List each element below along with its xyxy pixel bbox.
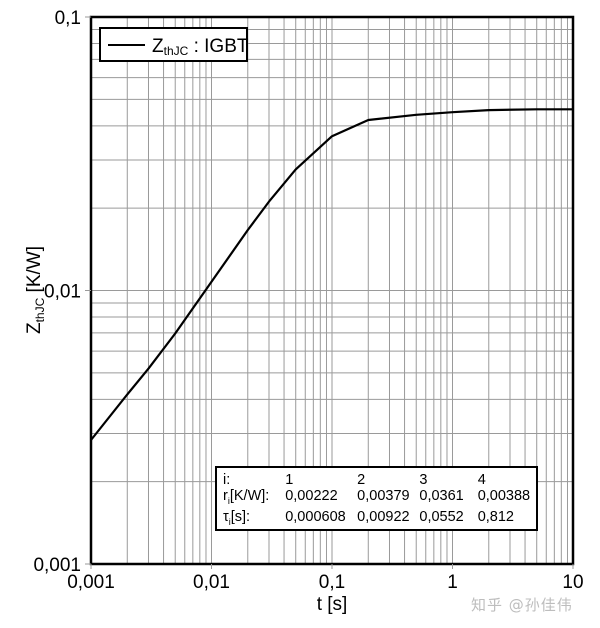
table-row-resistance: ri[K/W]: 0,00222 0,00379 0,0361 0,00388 [223,488,536,509]
table-cell: 0,00388 [477,488,531,504]
x-tick-label: 10 [562,572,583,593]
x-axis-title: t [s] [317,594,348,615]
table-cell: 0,0361 [419,488,464,504]
y-tick-label: 0,01 [44,282,81,303]
table-cell: 0,0552 [419,508,464,525]
watermark: 知乎 @孙佳伟 [471,596,573,614]
y-tick-label: 0,1 [55,8,81,29]
table-cell: 0,812 [477,508,514,525]
series-line [90,108,573,441]
x-axis-tick-labels: 0,001 0,01 0,1 1 10 [67,572,583,593]
table-row-label-r: ri[K/W]: [223,488,270,506]
axis-ticks [85,16,574,569]
y-axis-title: ZthJC [K/W] [24,246,47,334]
table-cell: 0,00379 [357,488,410,504]
y-axis-tick-labels: 0,001 0,01 0,1 [33,8,81,576]
legend-label: ZthJC : IGBT [152,36,249,58]
zthjc-curve [90,108,573,441]
table-header-row: i: 1 2 3 4 [223,472,536,488]
table-header-1: 1 [285,472,294,488]
legend: ZthJC : IGBT [99,27,249,62]
table-header-2: 2 [357,472,366,488]
table-header-4: 4 [477,472,486,488]
x-tick-label: 1 [447,572,458,593]
x-tick-label: 0,01 [193,572,230,593]
table-cell: 0,000608 [285,508,346,525]
rc-parameter-table: i: 1 2 3 4 ri[K/W]: 0,00222 0,00379 0,03… [215,466,538,531]
table-row-label-tau: τi[s]: [223,508,251,527]
table-cell: 0,00922 [357,508,410,525]
y-tick-label: 0,001 [33,555,81,576]
x-tick-label: 0,001 [67,572,115,593]
table-header-3: 3 [419,472,428,488]
x-tick-label: 0,1 [319,572,345,593]
table-row-time-constant: τi[s]: 0,000608 0,00922 0,0552 0,812 [223,509,536,530]
table-header-index: i: [223,472,231,488]
table-cell: 0,00222 [285,488,338,504]
